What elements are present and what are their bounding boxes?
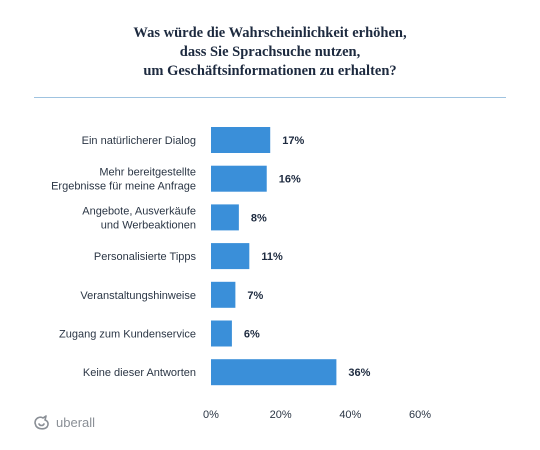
chart-title-line: Was würde die Wahrscheinlichkeit erhöhen… (133, 25, 407, 41)
category-label: Keine dieser Antworten (83, 367, 196, 379)
category-label: Zugang zum Kundenservice (59, 329, 196, 341)
chart-title: Was würde die Wahrscheinlichkeit erhöhen… (0, 24, 540, 81)
data-label: 16% (279, 174, 301, 186)
brand-logo: uberall (32, 414, 95, 430)
bar (211, 359, 337, 386)
x-tick-label: 20% (270, 409, 292, 421)
bar (211, 165, 267, 192)
x-tick-label: 40% (339, 409, 361, 421)
uberall-logo-icon (34, 415, 49, 430)
bar (211, 281, 236, 308)
bar (211, 127, 271, 153)
data-label: 17% (282, 135, 304, 147)
data-label: 8% (251, 212, 267, 224)
category-label: Mehr bereitgestellte Ergebnisse für meine… (51, 167, 196, 193)
chart-title-line: um Geschäftsinformationen zu erhalten? (143, 63, 397, 79)
category-label: Veranstaltungshinweise (80, 290, 196, 302)
data-label: 7% (247, 290, 263, 302)
data-label: 11% (261, 251, 283, 263)
data-label: 36% (348, 367, 370, 379)
data-label: 6% (244, 329, 260, 341)
x-tick-label: 60% (409, 409, 431, 421)
bar (211, 204, 239, 231)
x-tick-label: 0% (203, 409, 219, 421)
chart-title-line: dass Sie Sprachsuche nutzen, (179, 44, 361, 60)
category-label: Angebote, Ausverkäufe und Werbeaktionen (82, 205, 196, 231)
brand-name: uberall (56, 414, 96, 430)
category-label: Ein natürlicherer Dialog (82, 135, 196, 147)
bar (211, 320, 232, 347)
bar (211, 243, 250, 270)
title-divider (34, 97, 506, 98)
category-label: Personalisierte Tipps (94, 251, 197, 263)
